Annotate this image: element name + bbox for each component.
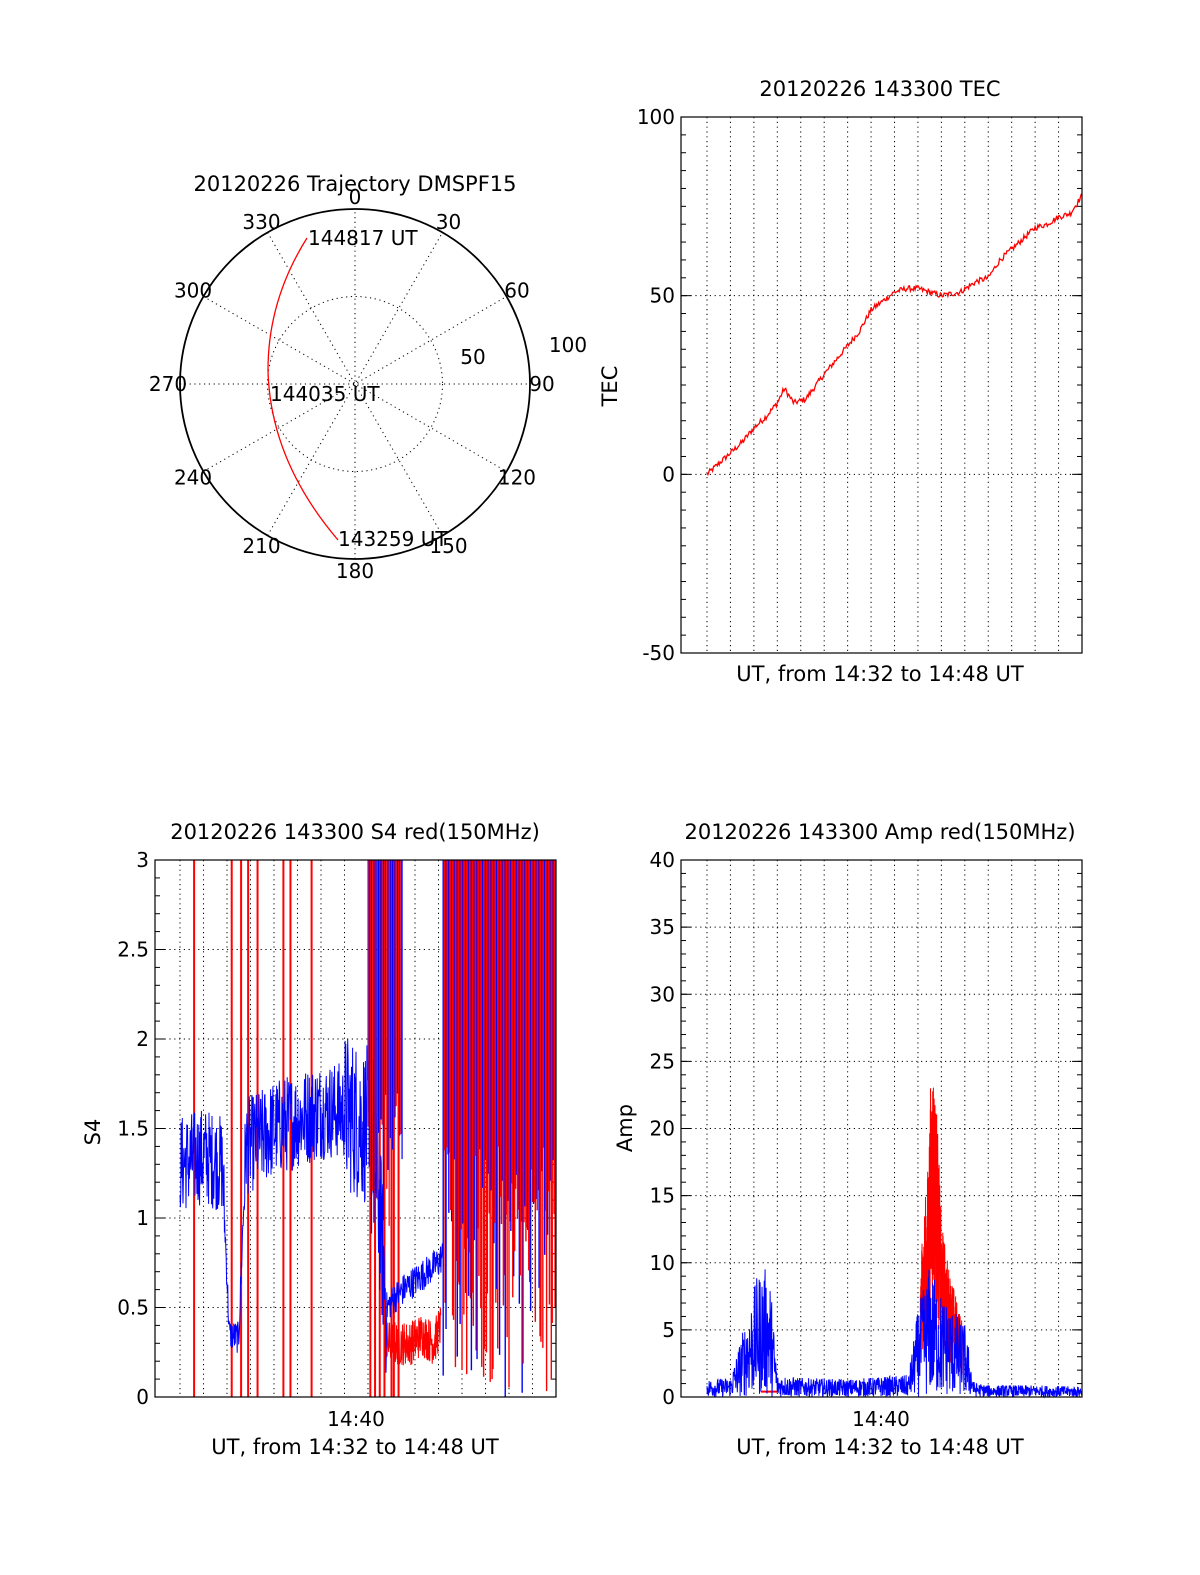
s4-ytick-label-2: 2 [136,1027,149,1051]
amp-y-label: Amp [613,1104,637,1152]
s4-ytick-label-1: 2.5 [117,938,149,962]
s4-ytick-label-6: 0 [136,1385,149,1409]
tec-ytick-label-2: 0 [662,462,675,486]
amp-ytick-label-2: 30 [650,982,675,1006]
tec-ytick-label-0: 100 [637,105,675,129]
s4-x-tick: 14:40 [327,1407,385,1431]
amp-y-ticks: 40 35 30 25 20 15 10 5 0 [650,848,1082,1409]
s4-ytick-label-0: 3 [136,848,149,872]
amp-ytick-label-4: 20 [650,1117,675,1141]
polar-annotation-mid: 144035 UT [270,382,380,406]
polar-azimuth-label-60: 60 [504,279,529,303]
polar-spoke-120 [203,296,507,472]
polar-azimuth-label-180: 180 [336,559,374,583]
amp-x-tick: 14:40 [852,1407,910,1431]
s4-x-label: UT, from 14:32 to 14:48 UT [211,1435,499,1459]
s4-series-red [386,1307,442,1366]
tec-ytick-label-1: 50 [650,284,675,308]
s4-ytick-label-5: 0.5 [117,1296,149,1320]
polar-title: 20120226 Trajectory DMSPF15 [193,172,516,196]
polar-azimuth-label-330: 330 [242,210,280,234]
tec-y-label: TEC [598,366,622,408]
polar-azimuth-label-30: 30 [436,210,461,234]
polar-ring-label-50: 50 [460,345,485,369]
amp-ytick-label-5: 15 [650,1184,675,1208]
amp-ytick-label-8: 0 [662,1385,675,1409]
amp-ytick-label-0: 40 [650,848,675,872]
tec-x-label: UT, from 14:32 to 14:48 UT [736,662,1024,686]
polar-azimuth-label-210: 210 [242,534,280,558]
s4-series-marks [179,860,556,1397]
amp-ytick-label-1: 35 [650,915,675,939]
s4-panel: 20120226 143300 S4 red(150MHz) 3 2.5 2 1.5 1… [81,820,557,1459]
polar-ring-label-100: 100 [549,333,587,357]
polar-spoke-60 [203,296,507,472]
amp-plot-frame [680,859,1083,1398]
polar-azimuth-label-240: 240 [174,466,212,490]
polar-trajectory-track [267,237,339,541]
polar-azimuth-labels: 0 30 60 90 120 150 180 210 240 270 300 330 [149,185,555,583]
polar-annotation-end: 144817 UT [308,226,418,250]
s4-ytick-label-3: 1.5 [117,1117,149,1141]
s4-ytick-label-4: 1 [136,1206,149,1230]
amp-series-blue [706,1269,1083,1399]
amp-title: 20120226 143300 Amp red(150MHz) [684,820,1075,844]
amp-ytick-label-3: 25 [650,1049,675,1073]
polar-spoke-150 [267,232,443,536]
polar-azimuth-label-300: 300 [174,279,212,303]
tec-series-line [706,193,1083,476]
s4-title: 20120226 143300 S4 red(150MHz) [170,820,540,844]
tec-y-ticks: 100 50 0 -50 [637,105,1082,665]
polar-azimuth-label-90: 90 [529,372,554,396]
tec-grid [681,117,1083,653]
polar-grid [179,208,531,560]
polar-trajectory-plot: 20120226 Trajectory DMSPF15 0 30 60 90 120 15… [149,172,587,583]
polar-azimuth-label-150: 150 [429,534,467,558]
s4-series-blue [179,1039,444,1373]
polar-azimuth-label-120: 120 [498,466,536,490]
tec-ytick-label-3: -50 [642,641,675,665]
polar-spoke-30 [267,232,443,536]
tec-title: 20120226 143300 TEC [759,77,1000,101]
polar-annotation-start: 143259 UT [338,527,448,551]
tec-plot-frame [680,116,1083,654]
amp-ytick-label-7: 5 [662,1318,675,1342]
s4-y-label: S4 [81,1119,105,1146]
amp-series-marks [706,1087,1083,1399]
amp-grid [681,860,1083,1397]
amp-ytick-label-6: 10 [650,1251,675,1275]
polar-azimuth-label-270: 270 [149,372,187,396]
tec-panel: 20120226 143300 TEC 100 50 0 -50 UT, from 1… [598,77,1083,686]
s4-plot-frame [154,859,557,1398]
amp-x-label: UT, from 14:32 to 14:48 UT [736,1435,1024,1459]
polar-azimuth-label-0: 0 [349,185,362,209]
amp-panel: 20120226 143300 Amp red(150MHz) 40 35 30 25… [613,820,1083,1459]
